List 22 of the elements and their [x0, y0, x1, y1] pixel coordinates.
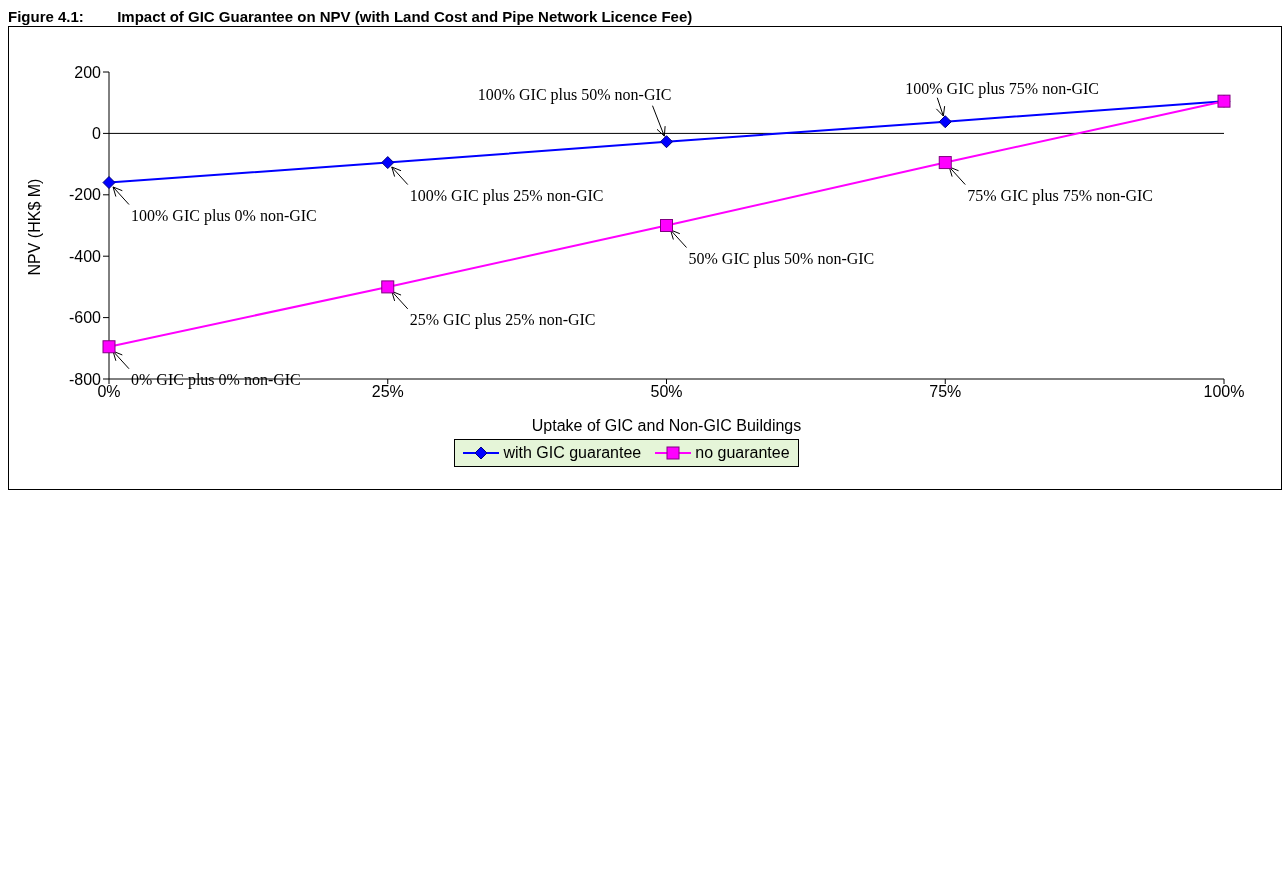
y-axis-title: NPV (HK$ M): [25, 178, 43, 276]
annotation: 25% GIC plus 25% non-GIC: [409, 310, 596, 329]
annotation: 50% GIC plus 50% non-GIC: [688, 249, 875, 268]
x-tick-label: 25%: [371, 383, 404, 401]
x-tick-label: 100%: [1203, 383, 1245, 401]
y-tick-label: -200: [68, 186, 102, 204]
x-tick-label: 75%: [929, 383, 962, 401]
legend-label: no guarantee: [695, 444, 790, 462]
annotation: 100% GIC plus 25% non-GIC: [409, 186, 604, 205]
x-axis-title: Uptake of GIC and Non-GIC Buildings: [531, 417, 802, 434]
y-tick-label: 200: [74, 63, 102, 81]
x-tick-label: 50%: [650, 383, 683, 401]
y-tick-label: 0: [92, 125, 102, 143]
annotation: 100% GIC plus 75% non-GIC: [905, 79, 1100, 98]
annotation: 100% GIC plus 0% non-GIC: [131, 206, 317, 225]
annotation: 75% GIC plus 75% non-GIC: [967, 186, 1154, 205]
annotation: 100% GIC plus 50% non-GIC: [477, 85, 672, 104]
annotation: 0% GIC plus 0% non-GIC: [131, 370, 301, 389]
legend-label: with GIC guarantee: [503, 444, 642, 462]
chart-title: Figure 4.1: Impact of GIC Guarantee on NPV (with Land Cost and Pipe Network Licence Fee): [8, 8, 694, 26]
y-tick-label: -600: [68, 309, 102, 327]
y-tick-label: -400: [68, 247, 102, 265]
